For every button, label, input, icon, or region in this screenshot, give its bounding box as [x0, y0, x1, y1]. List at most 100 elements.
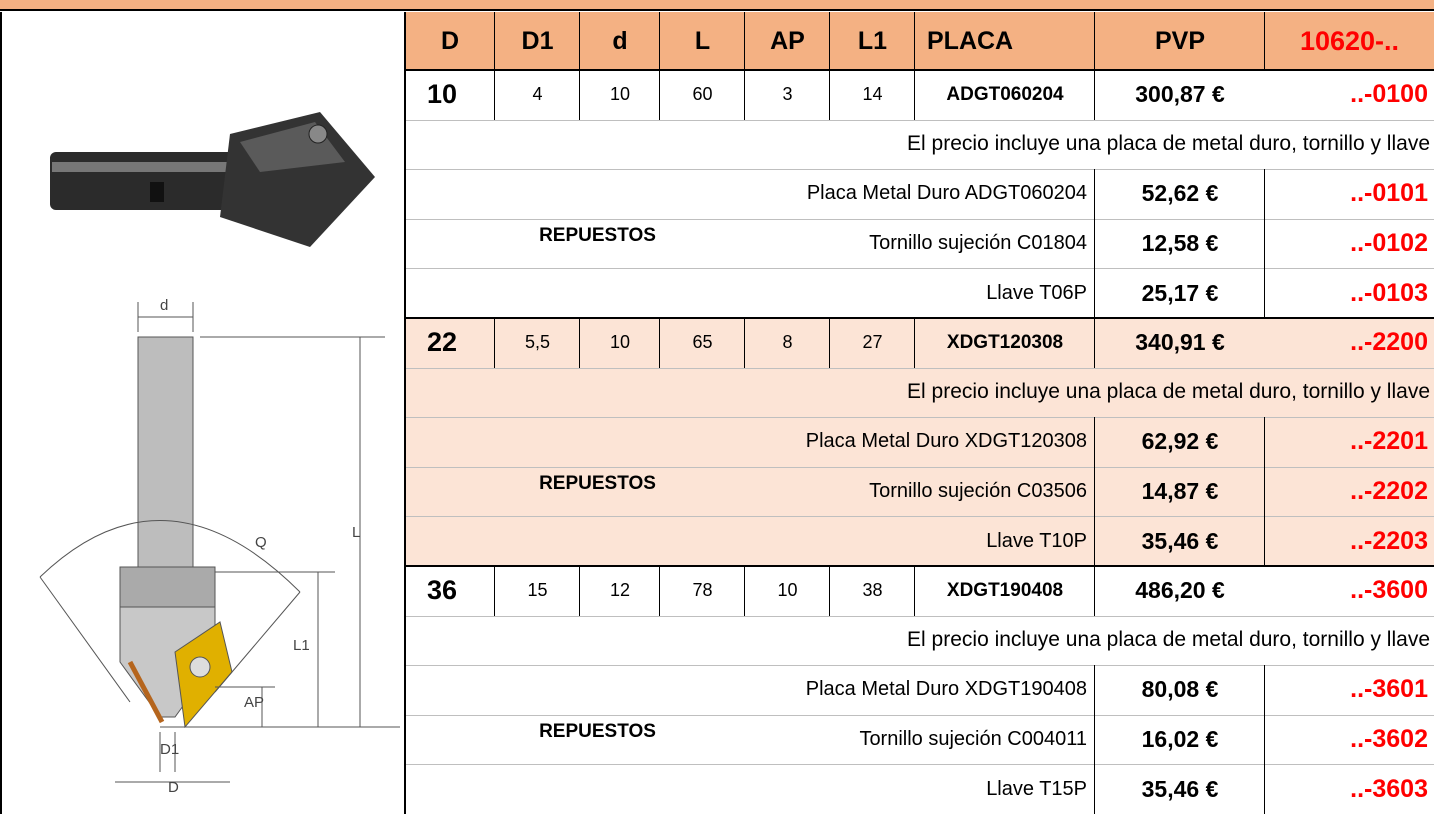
column-header: PLACA: [927, 26, 1014, 55]
col-line: [1094, 466, 1095, 517]
tool-illustration: d L Q L1 AP D1 D: [39, 112, 400, 796]
column-header: d: [612, 26, 628, 55]
col-line: [1264, 417, 1265, 467]
col-line: [1094, 764, 1095, 814]
drawing-label: AP: [244, 694, 264, 711]
price: 16,02 €: [1141, 726, 1219, 753]
col-line: [914, 12, 915, 70]
drawing-label: L: [352, 524, 360, 541]
row-line: [405, 169, 1434, 171]
col-line: [1094, 169, 1095, 219]
insert-code: XDGT190408: [946, 579, 1064, 601]
row-line: [405, 714, 1434, 716]
note: El precio incluye una placa de metal dur…: [907, 132, 1430, 156]
spare-desc: Tornillo sujeción C004011: [859, 728, 1087, 751]
col-line: [744, 318, 745, 368]
group-bg: [405, 70, 1434, 318]
group-bg: [405, 318, 1434, 566]
column-header: AP: [770, 26, 805, 55]
dimension: 5,5: [524, 332, 551, 353]
ref-code: ..-3601: [1350, 675, 1428, 704]
dimension: 14: [862, 84, 883, 105]
diameter: 36: [427, 575, 458, 606]
col-line: [1264, 764, 1265, 814]
col-line: [494, 566, 495, 616]
col-line: [659, 70, 660, 120]
spare-desc: Llave T15P: [986, 777, 1087, 800]
ref-code: ..-0100: [1350, 80, 1428, 109]
row-line: [405, 417, 1434, 419]
panel-line: [0, 12, 2, 814]
ref-code: ..-2202: [1350, 477, 1428, 506]
dimension: 8: [782, 332, 793, 353]
price: 35,46 €: [1141, 775, 1219, 802]
drawing-label: Q: [255, 534, 267, 551]
row-line: [405, 218, 1434, 220]
col-line: [494, 12, 495, 70]
col-line: [1264, 169, 1265, 219]
ref-code: ..-3602: [1350, 725, 1428, 754]
col-line: [744, 566, 745, 616]
col-line: [1264, 665, 1265, 715]
col-line: [1094, 268, 1095, 318]
col-line: [744, 12, 745, 70]
spare-desc: Placa Metal Duro XDGT190408: [805, 678, 1087, 701]
ref-code: ..-3600: [1350, 576, 1428, 605]
row-line: [405, 764, 1434, 766]
price: 300,87 €: [1135, 81, 1225, 108]
col-line: [579, 566, 580, 616]
col-line: [1094, 218, 1095, 269]
tool-drawing: [39, 302, 400, 783]
panel-line: [404, 12, 406, 814]
col-line: [1264, 218, 1265, 269]
row-line: [405, 466, 1434, 468]
drawing-label: D1: [160, 741, 179, 758]
col-line: [1264, 516, 1265, 566]
col-line: [1094, 70, 1095, 120]
column-header: L: [694, 26, 711, 55]
dimension: 4: [532, 84, 543, 105]
drawing-label: d: [160, 297, 168, 314]
diameter: 10: [427, 79, 458, 110]
insert-code: XDGT120308: [946, 331, 1064, 353]
drawing-label: D: [168, 779, 179, 796]
col-line: [829, 318, 830, 368]
col-line: [1094, 12, 1095, 70]
dimension: 27: [862, 332, 883, 353]
col-line: [1264, 12, 1265, 70]
col-line: [829, 70, 830, 120]
col-line: [1264, 268, 1265, 318]
col-line: [1094, 318, 1095, 368]
price: 14,87 €: [1141, 478, 1219, 505]
group-line: [405, 565, 1434, 567]
spares-label: REPUESTOS: [539, 472, 656, 494]
dimension: 78: [692, 580, 713, 601]
col-line: [659, 12, 660, 70]
dimension: 12: [609, 580, 631, 601]
ref-code: ..-2200: [1350, 328, 1428, 357]
row-line: [405, 516, 1434, 518]
spare-desc: Placa Metal Duro XDGT120308: [805, 430, 1087, 453]
dimension: 65: [692, 332, 713, 353]
dimension: 38: [862, 580, 883, 601]
group-bg: [405, 566, 1434, 814]
drawing-label: L1: [293, 637, 310, 654]
row-line: [405, 615, 1434, 617]
top-band: [0, 0, 1434, 11]
col-line: [1094, 516, 1095, 566]
group-line: [405, 317, 1434, 319]
col-line: [659, 566, 660, 616]
group-line: [405, 69, 1434, 71]
ref-code: ..-0101: [1350, 179, 1428, 208]
insert-code: ADGT060204: [946, 83, 1064, 105]
ref-code: ..-3603: [1350, 774, 1428, 803]
price: 62,92 €: [1141, 428, 1219, 455]
col-line: [1264, 466, 1265, 517]
price: 340,91 €: [1135, 329, 1225, 356]
column-header: L1: [857, 26, 888, 55]
dimension: 3: [782, 84, 793, 105]
col-line: [1094, 417, 1095, 467]
column-header: PVP: [1154, 26, 1206, 55]
header-bg: [405, 12, 1434, 70]
